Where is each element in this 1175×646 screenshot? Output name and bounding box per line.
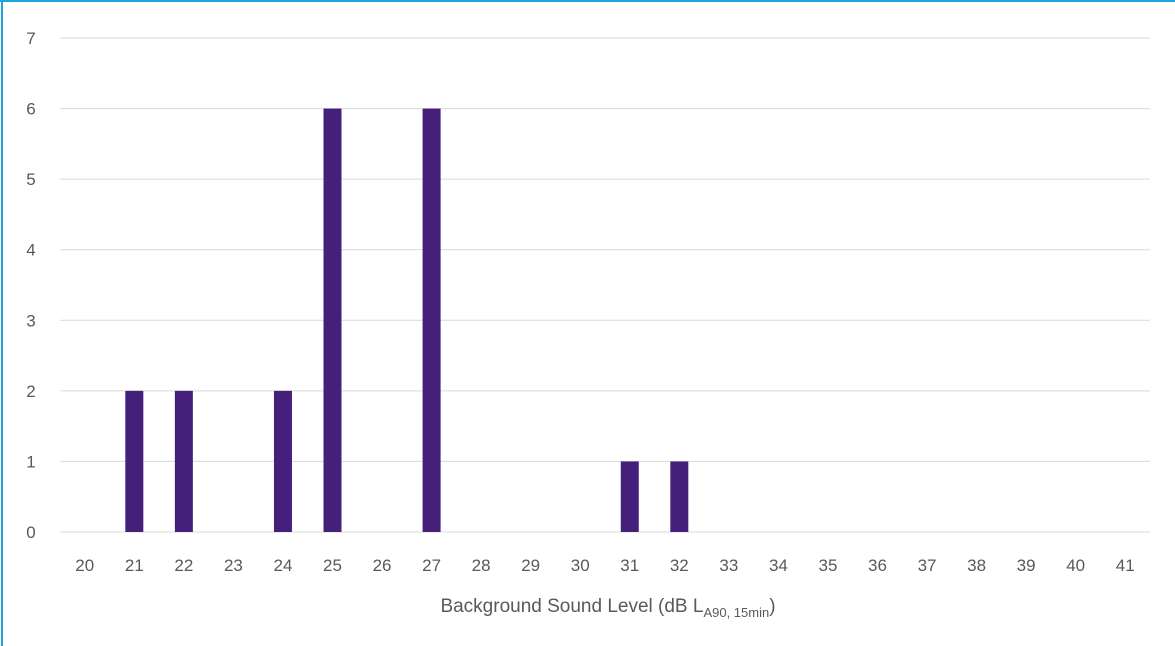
y-tick-label: 6	[26, 100, 35, 119]
x-axis-title: Background Sound Level (dB LA90, 15min)	[440, 596, 775, 620]
x-tick-label: 39	[1017, 556, 1036, 575]
y-tick-label: 3	[26, 311, 35, 330]
y-tick-label: 7	[26, 29, 35, 48]
x-tick-label: 27	[422, 556, 441, 575]
x-axis-title-close: )	[769, 596, 775, 617]
x-tick-label: 22	[174, 556, 193, 575]
y-tick-label: 2	[26, 382, 35, 401]
x-tick-label: 32	[670, 556, 689, 575]
x-tick-label: 30	[571, 556, 590, 575]
bar-25	[323, 108, 342, 533]
bars	[125, 108, 689, 533]
x-tick-label: 25	[323, 556, 342, 575]
x-tick-label: 36	[868, 556, 887, 575]
bar-32	[670, 461, 689, 532]
bar-31	[620, 461, 639, 532]
x-tick-label: 23	[224, 556, 243, 575]
x-tick-label: 34	[769, 556, 788, 575]
y-axis-ticks: 0 1 2 3 4 5 6 7	[26, 29, 35, 542]
x-tick-label: 21	[125, 556, 144, 575]
x-tick-label: 35	[818, 556, 837, 575]
x-tick-label: 41	[1116, 556, 1135, 575]
x-tick-label: 33	[719, 556, 738, 575]
x-tick-label: 37	[918, 556, 937, 575]
x-axis-ticks: 20 21 22 23 24 25 26 27 28 29 30 31 32 33 34 35 36 37 38 39…	[75, 556, 1134, 575]
x-tick-label: 31	[620, 556, 639, 575]
bar-22	[174, 390, 193, 532]
x-tick-label: 40	[1066, 556, 1085, 575]
x-axis-title-subscript: A90, 15min	[703, 605, 769, 620]
y-tick-label: 0	[26, 523, 35, 542]
x-tick-label: 24	[273, 556, 292, 575]
y-tick-label: 4	[26, 241, 35, 260]
bar-24	[273, 390, 292, 532]
gridlines	[60, 37, 1150, 533]
x-tick-label: 26	[373, 556, 392, 575]
y-tick-label: 1	[26, 452, 35, 471]
x-tick-label: 20	[75, 556, 94, 575]
x-axis-title-main: Background Sound Level (dB L	[440, 596, 703, 617]
x-tick-label: 28	[472, 556, 491, 575]
x-tick-label: 29	[521, 556, 540, 575]
x-tick-label: 38	[967, 556, 986, 575]
y-tick-label: 5	[26, 170, 35, 189]
bar-21	[125, 390, 144, 532]
bar-27	[422, 108, 441, 533]
